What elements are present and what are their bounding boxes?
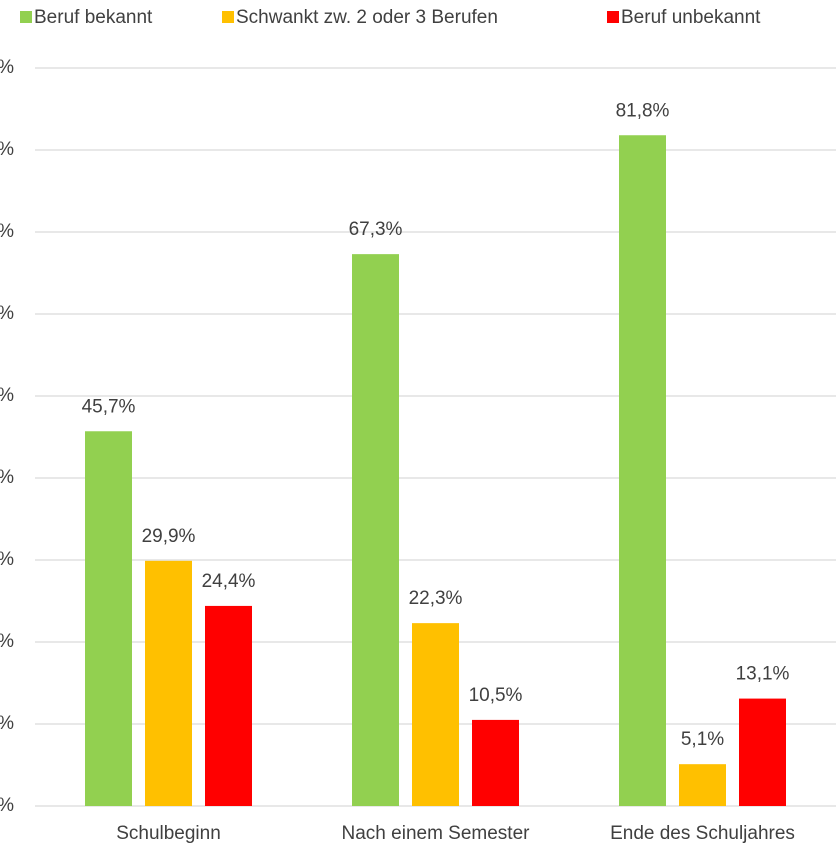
bar xyxy=(472,719,519,806)
bar xyxy=(205,605,252,806)
x-tick-label: Ende des Schuljahres xyxy=(610,823,795,844)
data-label: 67,3% xyxy=(349,219,403,240)
y-tick-label: 40% xyxy=(0,467,14,488)
bar xyxy=(739,698,786,806)
y-tick-label: 90% xyxy=(0,57,14,78)
data-label: 29,9% xyxy=(142,526,196,547)
x-tick-label: Nach einem Semester xyxy=(342,823,531,844)
y-tick-label: 10% xyxy=(0,713,14,734)
y-tick-label: 70% xyxy=(0,221,14,242)
bar xyxy=(679,764,726,806)
data-label: 5,1% xyxy=(681,729,724,750)
bar xyxy=(619,135,666,807)
legend-label: Schwankt zw. 2 oder 3 Berufen xyxy=(236,7,498,28)
y-tick-label: 20% xyxy=(0,631,14,652)
data-label: 24,4% xyxy=(202,571,256,592)
bar xyxy=(352,254,399,806)
bar xyxy=(412,623,459,806)
legend-swatch xyxy=(607,11,619,23)
legend-swatch xyxy=(20,11,32,23)
legend-swatch xyxy=(222,11,234,23)
data-label: 22,3% xyxy=(409,588,463,609)
data-label: 81,8% xyxy=(616,100,670,121)
legend-label: Beruf unbekannt xyxy=(621,7,761,28)
y-tick-label: 30% xyxy=(0,549,14,570)
y-tick-label: 60% xyxy=(0,303,14,324)
x-tick-label: Schulbeginn xyxy=(116,823,221,844)
data-label: 13,1% xyxy=(736,664,790,685)
bar xyxy=(145,560,192,806)
y-tick-label: 0% xyxy=(0,795,14,816)
bar xyxy=(85,431,132,806)
data-label: 45,7% xyxy=(82,396,136,417)
y-tick-label: 80% xyxy=(0,139,14,160)
legend-label: Beruf bekannt xyxy=(34,7,153,28)
y-tick-label: 50% xyxy=(0,385,14,406)
data-label: 10,5% xyxy=(469,685,523,706)
